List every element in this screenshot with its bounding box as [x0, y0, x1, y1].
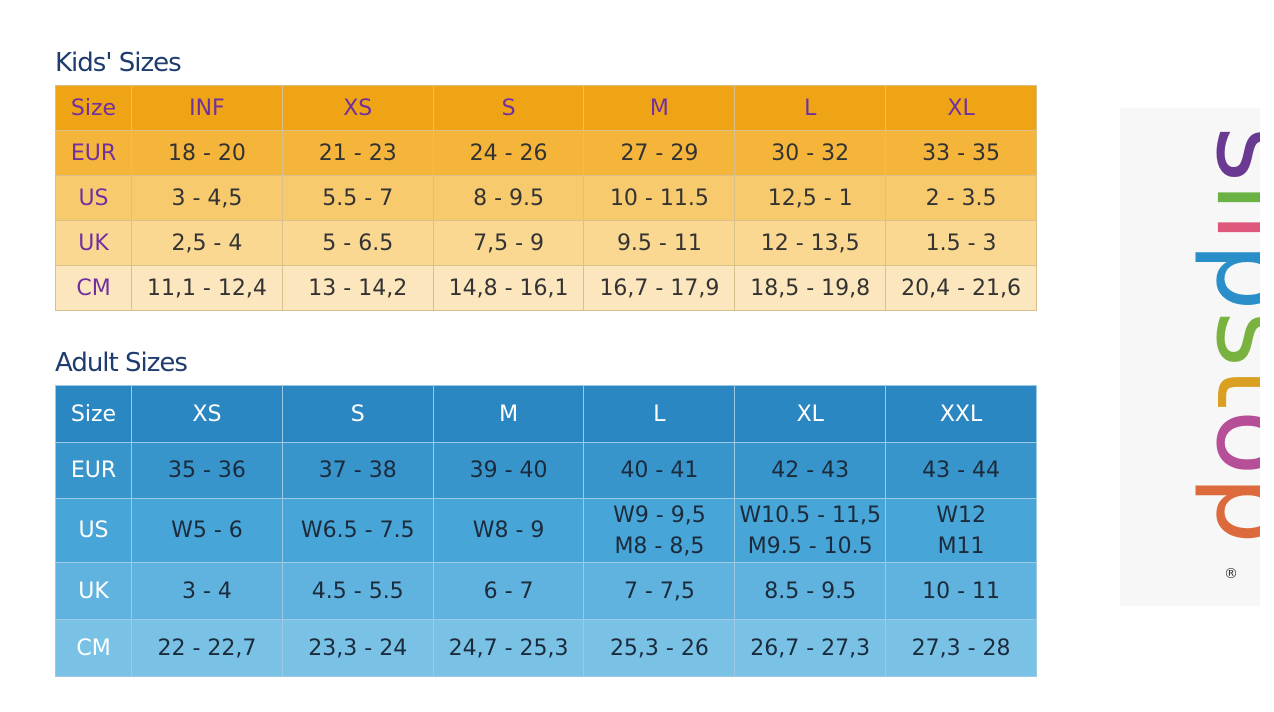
cell: W6.5 - 7.5	[281, 498, 434, 563]
cell: 11,1 - 12,4	[131, 265, 283, 311]
cell: 3 - 4	[131, 562, 283, 620]
row: US W5 - 6 W6.5 - 7.5 W8 - 9 W9 - 9,5 M8 - 8,5…	[55, 498, 1037, 563]
logo-text: slipstop	[1192, 126, 1260, 544]
row: EUR 18 - 20 21 - 23 24 - 26 27 - 29 30 - 32 33…	[55, 130, 1037, 176]
cell: 8 - 9.5	[432, 175, 585, 221]
cell-line: W9 - 9,5	[613, 502, 706, 528]
cell: 24 - 26	[432, 130, 585, 176]
cell: 21 - 23	[281, 130, 434, 176]
cell: 37 - 38	[281, 442, 434, 499]
cell-line: M11	[937, 533, 985, 559]
cell: 5.5 - 7	[281, 175, 434, 221]
row-label: UK	[55, 220, 132, 266]
row-label: EUR	[55, 442, 132, 499]
header-cell: M	[432, 385, 585, 443]
cell: 35 - 36	[131, 442, 283, 499]
cell: 7,5 - 9	[432, 220, 585, 266]
row: CM 22 - 22,7 23,3 - 24 24,7 - 25,3 25,3 - 26…	[55, 619, 1037, 677]
header-row: Size XS S M L XL XXL	[55, 385, 1037, 443]
cell: 20,4 - 21,6	[885, 265, 1037, 311]
header-cell: XL	[885, 85, 1037, 131]
row-label: CM	[55, 619, 132, 677]
cell: 24,7 - 25,3	[432, 619, 585, 677]
header-cell: S	[432, 85, 585, 131]
cell: 14,8 - 16,1	[432, 265, 585, 311]
cell-line: M9.5 - 10.5	[747, 533, 873, 559]
cell: 30 - 32	[734, 130, 887, 176]
cell: 10 - 11	[885, 562, 1037, 620]
header-cell: XS	[281, 85, 434, 131]
header-cell: M	[583, 85, 736, 131]
logo: slipstop ®	[1120, 108, 1260, 606]
cell: 43 - 44	[885, 442, 1037, 499]
cell: 33 - 35	[885, 130, 1037, 176]
cell: 12 - 13,5	[734, 220, 887, 266]
kids-table: Size INF XS S M L XL EUR 18 - 20 21 - 23 24 - 26 27…	[55, 85, 1037, 311]
cell: 13 - 14,2	[281, 265, 434, 311]
row: EUR 35 - 36 37 - 38 39 - 40 40 - 41 42 - 43 43…	[55, 442, 1037, 499]
header-cell: Size	[55, 385, 132, 443]
cell: W9 - 9,5 M8 - 8,5	[583, 498, 736, 563]
cell: 22 - 22,7	[131, 619, 283, 677]
cell: 12,5 - 1	[734, 175, 887, 221]
cell: 42 - 43	[734, 442, 887, 499]
adult-table: Size XS S M L XL XXL EUR 35 - 36 37 - 38 39 - 40 40…	[55, 385, 1037, 677]
cell: 3 - 4,5	[131, 175, 283, 221]
row: CM 11,1 - 12,4 13 - 14,2 14,8 - 16,1 16,7 - …	[55, 265, 1037, 311]
cell-line: W10.5 - 11,5	[739, 502, 882, 528]
cell: 18,5 - 19,8	[734, 265, 887, 311]
row-label: EUR	[55, 130, 132, 176]
cell: 4.5 - 5.5	[281, 562, 434, 620]
header-cell: INF	[131, 85, 283, 131]
cell: 8.5 - 9.5	[734, 562, 887, 620]
header-cell: XXL	[885, 385, 1037, 443]
cell: W5 - 6	[131, 498, 283, 563]
cell: 25,3 - 26	[583, 619, 736, 677]
row-label: UK	[55, 562, 132, 620]
adult-title: Adult Sizes	[55, 348, 188, 378]
cell: 18 - 20	[131, 130, 283, 176]
logo-mark: ®	[1224, 566, 1238, 582]
logo-bg	[1120, 108, 1260, 606]
cell: 7 - 7,5	[583, 562, 736, 620]
row-label: US	[55, 498, 132, 563]
kids-title: Kids' Sizes	[55, 48, 182, 78]
row-label: CM	[55, 265, 132, 311]
cell: 5 - 6.5	[281, 220, 434, 266]
header-cell: S	[281, 385, 434, 443]
cell: W8 - 9	[432, 498, 585, 563]
header-cell: XL	[734, 385, 887, 443]
cell: 23,3 - 24	[281, 619, 434, 677]
cell: 6 - 7	[432, 562, 585, 620]
cell: 1.5 - 3	[885, 220, 1037, 266]
cell-line: W12	[936, 502, 986, 528]
header-cell: L	[583, 385, 736, 443]
header-cell: Size	[55, 85, 132, 131]
cell-line: M8 - 8,5	[614, 533, 705, 559]
cell: 27 - 29	[583, 130, 736, 176]
cell: W10.5 - 11,5 M9.5 - 10.5	[734, 498, 887, 563]
cell: 2,5 - 4	[131, 220, 283, 266]
header-row: Size INF XS S M L XL	[55, 85, 1037, 131]
header-cell: XS	[131, 385, 283, 443]
cell: 26,7 - 27,3	[734, 619, 887, 677]
cell: 9.5 - 11	[583, 220, 736, 266]
cell: 39 - 40	[432, 442, 585, 499]
cell: 16,7 - 17,9	[583, 265, 736, 311]
cell: W12 M11	[885, 498, 1037, 563]
header-cell: L	[734, 85, 887, 131]
cell: 27,3 - 28	[885, 619, 1037, 677]
cell: 40 - 41	[583, 442, 736, 499]
row-label: US	[55, 175, 132, 221]
cell: 10 - 11.5	[583, 175, 736, 221]
cell: 2 - 3.5	[885, 175, 1037, 221]
